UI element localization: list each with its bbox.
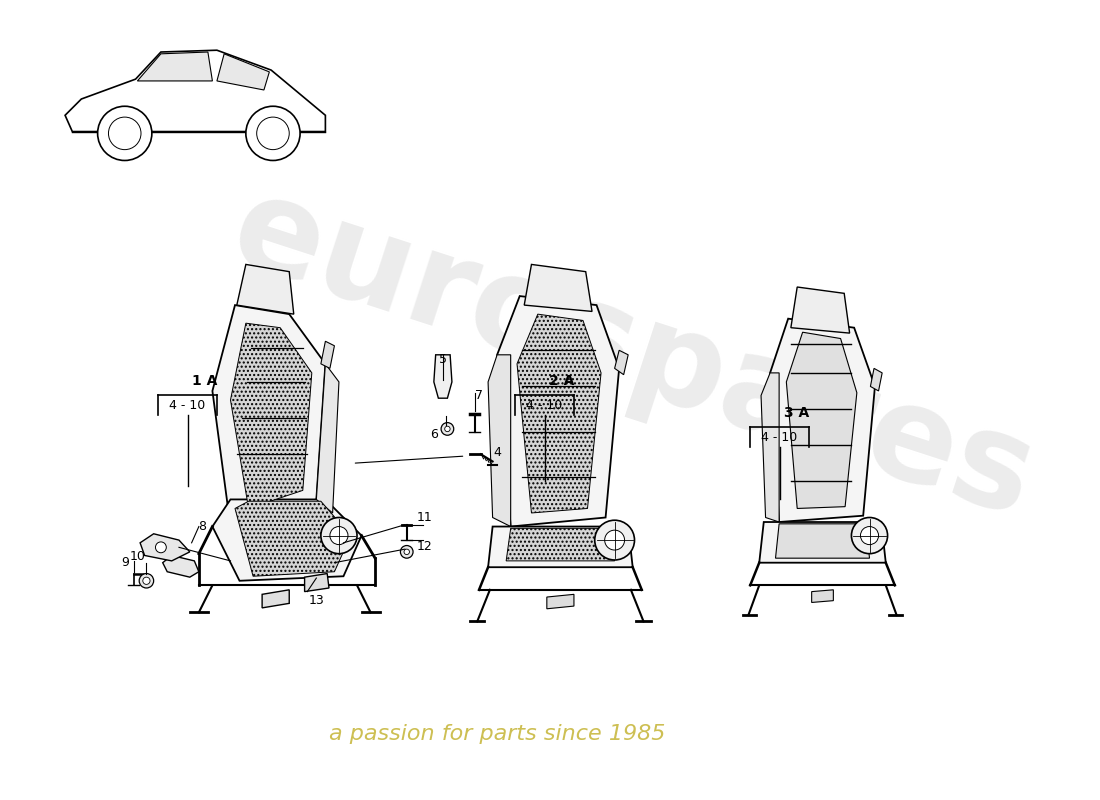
Circle shape	[109, 117, 141, 150]
Polygon shape	[305, 574, 329, 592]
Polygon shape	[776, 524, 869, 558]
Polygon shape	[547, 594, 574, 609]
Circle shape	[256, 117, 289, 150]
Polygon shape	[231, 323, 311, 509]
Circle shape	[404, 549, 409, 554]
Polygon shape	[262, 590, 289, 608]
Text: 11: 11	[417, 511, 432, 524]
Text: 7: 7	[475, 389, 483, 402]
Text: 5: 5	[439, 353, 447, 366]
Polygon shape	[236, 265, 294, 314]
Polygon shape	[770, 318, 875, 522]
Polygon shape	[812, 590, 834, 602]
Polygon shape	[321, 342, 334, 368]
Polygon shape	[235, 502, 351, 576]
Text: 12: 12	[417, 540, 432, 553]
Polygon shape	[140, 534, 190, 561]
Text: 13: 13	[308, 594, 324, 607]
Text: 4: 4	[493, 446, 502, 459]
Circle shape	[605, 530, 625, 550]
Circle shape	[155, 542, 166, 553]
Circle shape	[860, 526, 879, 545]
Circle shape	[595, 520, 635, 560]
Polygon shape	[163, 555, 199, 577]
Text: eurospares: eurospares	[217, 166, 1049, 544]
Polygon shape	[759, 522, 886, 562]
Circle shape	[143, 577, 150, 584]
Polygon shape	[317, 364, 339, 513]
Circle shape	[330, 526, 348, 545]
Polygon shape	[517, 314, 601, 513]
Text: 3 A: 3 A	[783, 406, 808, 420]
Polygon shape	[525, 265, 592, 311]
Circle shape	[98, 106, 152, 161]
Circle shape	[140, 574, 154, 588]
Polygon shape	[791, 287, 849, 333]
Polygon shape	[615, 350, 628, 374]
Text: 4 - 10: 4 - 10	[761, 430, 798, 443]
Circle shape	[245, 106, 300, 161]
Text: 1 A: 1 A	[191, 374, 217, 388]
Polygon shape	[761, 373, 779, 522]
Polygon shape	[212, 499, 362, 581]
Polygon shape	[488, 526, 632, 567]
Polygon shape	[212, 305, 326, 526]
Text: 2 A: 2 A	[549, 374, 574, 388]
Circle shape	[400, 546, 414, 558]
Polygon shape	[497, 296, 619, 526]
Text: 6: 6	[430, 428, 438, 441]
Text: 9: 9	[121, 556, 129, 569]
Polygon shape	[870, 368, 882, 391]
Polygon shape	[433, 355, 452, 398]
Polygon shape	[138, 52, 212, 81]
Text: 8: 8	[198, 520, 207, 533]
Circle shape	[851, 518, 888, 554]
Circle shape	[444, 426, 450, 432]
Polygon shape	[506, 528, 615, 561]
Text: 10: 10	[130, 550, 145, 563]
Text: a passion for parts since 1985: a passion for parts since 1985	[329, 725, 666, 745]
Text: 4 - 10: 4 - 10	[169, 399, 206, 412]
Polygon shape	[488, 355, 510, 526]
Circle shape	[321, 518, 358, 554]
Text: 4 - 10: 4 - 10	[527, 399, 563, 412]
Polygon shape	[65, 50, 326, 131]
Circle shape	[441, 422, 453, 435]
Polygon shape	[217, 54, 270, 90]
Polygon shape	[786, 332, 857, 509]
